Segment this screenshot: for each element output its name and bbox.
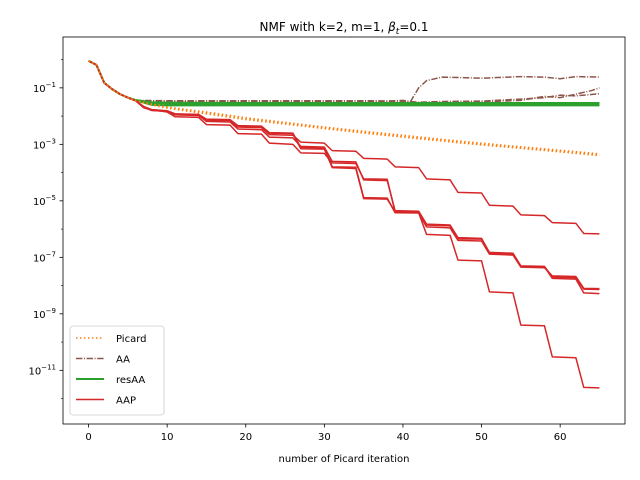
x-tick-label-2: 20	[239, 432, 252, 443]
x-tick-label-6: 60	[554, 432, 567, 443]
x-tick-label-1: 10	[161, 432, 174, 443]
x-tick-label-5: 50	[475, 432, 488, 443]
series-layer	[88, 59, 600, 389]
plot-frame	[62, 36, 626, 425]
legend-label-aa: AA	[116, 355, 130, 366]
y-axis: 10−1 10−3 10−5 10−7 10−9 10−11	[28, 59, 63, 399]
legend-label-resaa: resAA	[116, 375, 145, 386]
series-line-picard-2	[88, 60, 600, 155]
legend-label-picard: Picard	[116, 334, 147, 345]
x-tick-label-3: 30	[318, 432, 331, 443]
chart-title-suffix: =0.1	[399, 20, 428, 34]
legend-box	[69, 325, 165, 416]
y-tick-label-2: 10−5	[33, 194, 56, 208]
series-line-aap-13	[88, 60, 600, 290]
legend-label-aap: AAP	[116, 396, 136, 407]
chart-title-prefix: NMF with k=2, m=1,	[260, 20, 389, 34]
y-tick-label-5: 10−11	[28, 363, 56, 377]
y-tick-label-4: 10−9	[33, 307, 56, 321]
plot-area	[88, 59, 600, 389]
y-tick-label-0: 10−1	[33, 81, 56, 95]
x-axis-label: number of Picard iteration	[279, 454, 410, 465]
x-tick-label-0: 0	[85, 432, 91, 443]
chart-title: NMF with k=2, m=1, βt=0.1	[260, 20, 429, 37]
legend: Picard AA resAA AAP	[69, 325, 165, 416]
y-tick-label-1: 10−3	[33, 137, 56, 151]
x-tick-label-4: 40	[397, 432, 410, 443]
chart-title-symbol: β	[387, 20, 396, 34]
y-tick-label-3: 10−7	[33, 250, 56, 264]
chart-title-subscript: t	[396, 27, 400, 37]
x-axis: 0 10 20 30 40 50 60	[85, 424, 567, 443]
